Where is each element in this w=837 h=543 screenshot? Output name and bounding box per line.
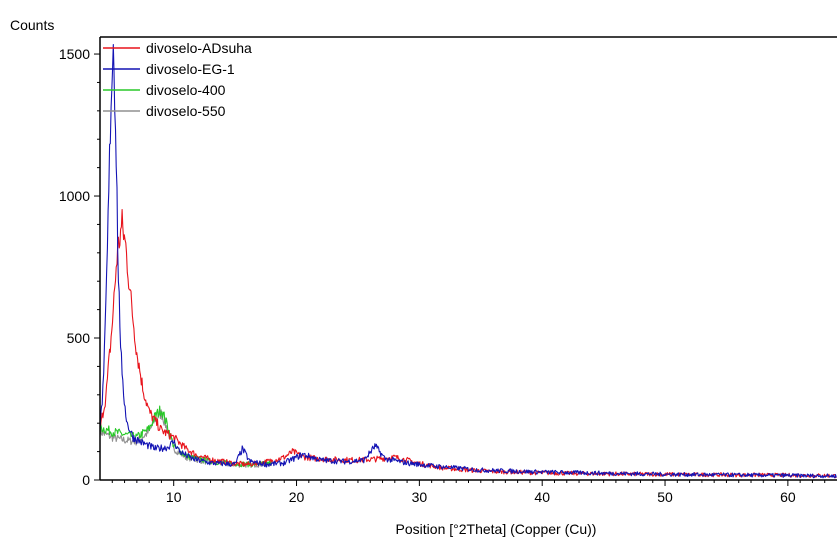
series-layer [99, 44, 837, 479]
x-tick-label: 50 [657, 489, 673, 505]
legend: divoselo-ADsuha divoselo-EG-1 divoselo-400… [103, 40, 252, 119]
x-tick-label: 30 [412, 489, 428, 505]
x-tick-label: 40 [534, 489, 550, 505]
x-tick-label: 20 [289, 489, 305, 505]
series-line-divoselo-ADsuha [99, 208, 837, 479]
x-axis-title: Position [°2Theta] (Copper (Cu)) [396, 521, 597, 537]
legend-label: divoselo-550 [146, 103, 226, 119]
y-tick-label: 1500 [59, 46, 90, 62]
y-tick-label: 0 [82, 472, 90, 488]
y-tick-label: 500 [67, 330, 91, 346]
y-tick-label: 1000 [59, 188, 90, 204]
y-axis-title: Counts [10, 17, 54, 33]
axes-layer: 0 500 1000 1500 10 20 30 40 50 60 [59, 36, 837, 505]
x-tick-label: 10 [166, 489, 182, 505]
legend-label: divoselo-ADsuha [146, 40, 252, 56]
legend-label: divoselo-400 [146, 82, 226, 98]
x-tick-label: 60 [780, 489, 796, 505]
series-line-divoselo-EG-1 [99, 44, 837, 479]
legend-label: divoselo-EG-1 [146, 61, 235, 77]
